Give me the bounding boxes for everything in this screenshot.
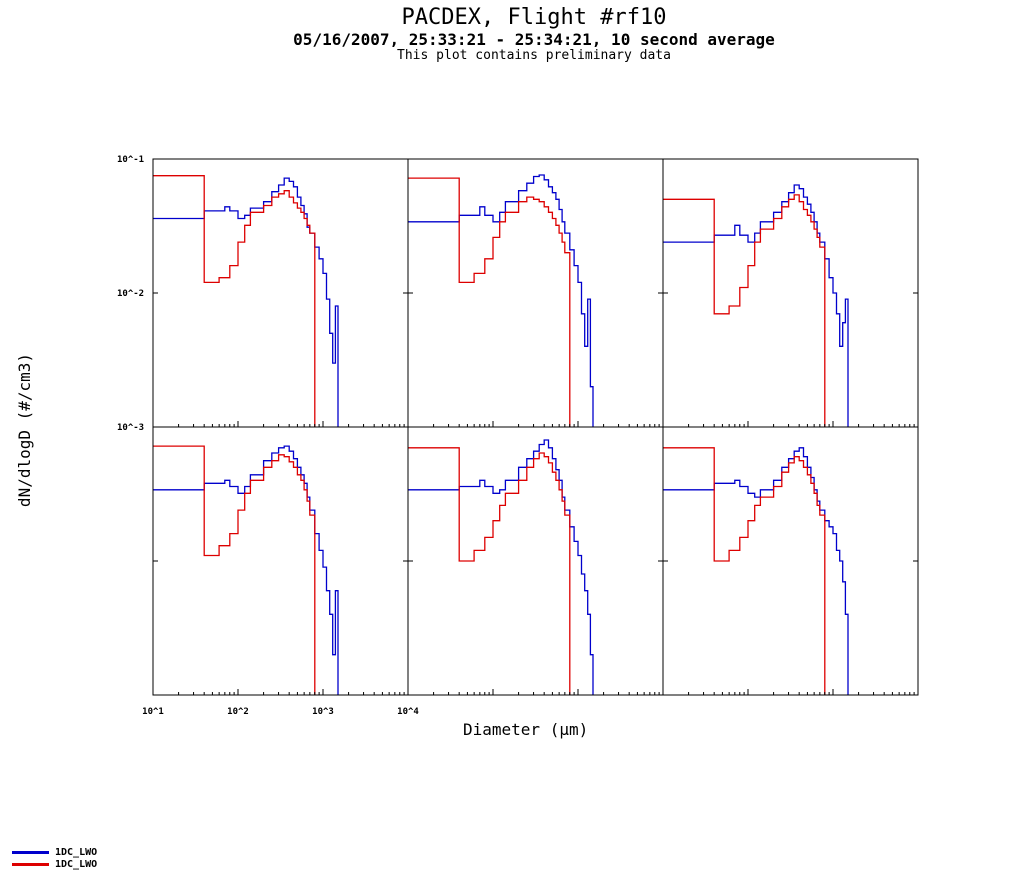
preliminary-note: This plot contains preliminary data: [397, 48, 671, 63]
x-tick-label: 10^4: [397, 707, 419, 717]
legend-swatch-series-a: [12, 850, 49, 854]
x-tick-label: 10^3: [312, 707, 334, 717]
panel-6-series-blue: [663, 447, 849, 695]
y-tick-label: 10^-1: [117, 155, 144, 165]
legend-swatch-series-b: [12, 862, 49, 866]
panel-5-series-red: [408, 447, 571, 695]
panel-5-series-blue: [408, 439, 594, 695]
legend-label-series-a: 1DC_LWO: [55, 846, 98, 858]
panel-6-frame: [662, 426, 919, 696]
panel-4-frame: [152, 426, 409, 696]
panel-3-series-blue: [663, 184, 849, 427]
panel-5-frame: [407, 426, 664, 696]
page-title: PACDEX, Flight #rf10: [401, 5, 667, 30]
panel-6-series-red: [663, 447, 826, 695]
y-tick-label: 10^-2: [117, 289, 144, 299]
legend-entry-series-b: 1DC_LWO: [12, 858, 97, 870]
legend-entry-series-a: 1DC_LWO: [12, 846, 97, 858]
x-axis-label: Diameter (µm): [463, 720, 589, 739]
y-tick-label: 10^-3: [117, 423, 144, 433]
panel-2-series-red: [408, 177, 571, 427]
x-tick-label: 10^1: [142, 707, 164, 717]
legend: 1DC_LWO 1DC_LWO: [12, 846, 97, 870]
panel-1-series-red: [153, 175, 316, 427]
panel-4-series-blue: [153, 445, 339, 695]
legend-label-series-b: 1DC_LWO: [55, 858, 98, 870]
panel-4-series-red: [153, 445, 316, 695]
panel-2-series-blue: [408, 174, 594, 427]
y-axis-label: dN/dlogD (#/cm3): [15, 352, 34, 508]
panel-1-series-blue: [153, 177, 339, 427]
page-subtitle: 05/16/2007, 25:33:21 - 25:34:21, 10 seco…: [293, 30, 775, 49]
x-tick-label: 10^2: [227, 707, 249, 717]
panel-1-frame: [152, 158, 409, 428]
panel-3-series-red: [663, 194, 826, 427]
